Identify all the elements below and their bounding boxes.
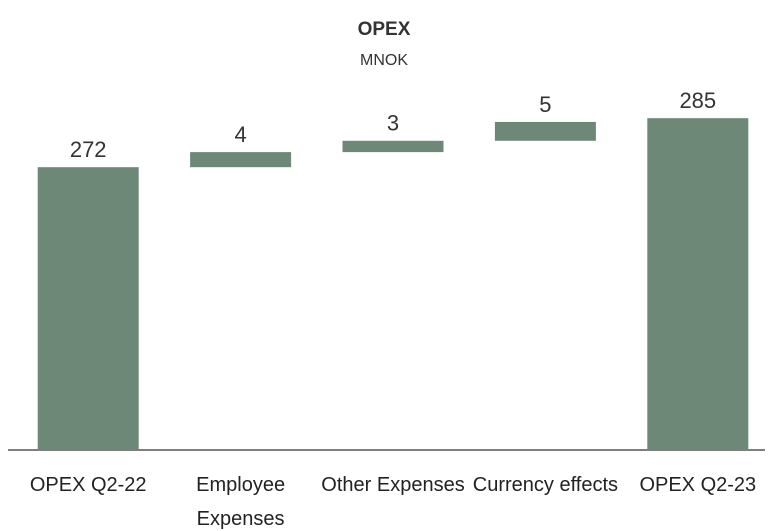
- x-tick-label: OPEX Q2-22: [29, 474, 147, 496]
- chart-title: OPEX: [358, 19, 411, 40]
- x-tick-label: Currency effects: [472, 474, 619, 496]
- chart-subtitle: MNOK: [360, 52, 408, 69]
- bar: [494, 121, 596, 141]
- x-tick-label: OPEX Q2-23: [639, 474, 757, 496]
- bar: [190, 152, 292, 168]
- x-tick-label: Employee Expenses: [196, 474, 286, 530]
- bar: [37, 167, 139, 450]
- value-label: 285: [679, 88, 716, 113]
- value-label: 5: [539, 92, 551, 117]
- value-label: 272: [70, 137, 107, 162]
- value-label: 4: [234, 122, 246, 147]
- bar: [342, 140, 444, 153]
- x-tick-label: Other Expenses: [321, 474, 465, 496]
- value-label: 3: [387, 111, 399, 136]
- bar: [647, 118, 749, 451]
